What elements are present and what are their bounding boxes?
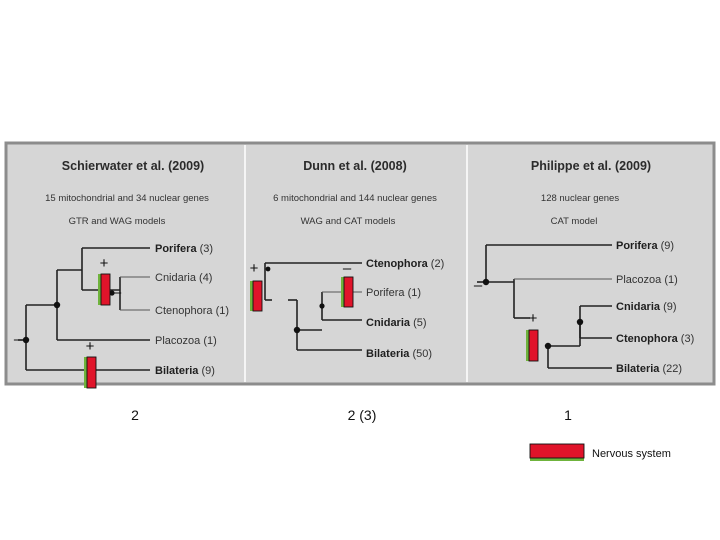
nervous-system-bar bbox=[84, 356, 97, 389]
panel-title: Schierwater et al. (2009) bbox=[62, 159, 204, 173]
tree-philippe bbox=[477, 244, 612, 369]
taxon-label: Ctenophora (3) bbox=[616, 333, 694, 345]
loss-sign: – bbox=[343, 260, 352, 277]
loss-sign: – bbox=[14, 331, 23, 348]
panel-genes: 6 mitochondrial and 144 nuclear genes bbox=[273, 193, 437, 204]
loss-sign: – bbox=[474, 277, 483, 294]
taxon-label: Cnidaria (5) bbox=[366, 317, 427, 329]
gain-sign: + bbox=[86, 338, 95, 355]
panel-genes: 128 nuclear genes bbox=[541, 193, 619, 204]
taxon-label: Ctenophora (2) bbox=[366, 258, 444, 270]
taxon-label: Cnidaria (9) bbox=[616, 301, 677, 313]
origin-count-schierwater: 2 bbox=[131, 407, 139, 423]
panel-models: CAT model bbox=[551, 216, 598, 227]
panel-title: Philippe et al. (2009) bbox=[531, 159, 651, 173]
origin-count-dunn: 2 (3) bbox=[348, 407, 377, 423]
taxon-label: Cnidaria (4) bbox=[155, 272, 212, 284]
nervous-system-bar bbox=[526, 329, 539, 362]
taxon-label: Ctenophora (1) bbox=[155, 305, 229, 317]
taxon-label: Bilateria (22) bbox=[616, 363, 682, 375]
taxon-label: Porifera (1) bbox=[366, 287, 421, 299]
taxon-label: Bilateria (50) bbox=[366, 348, 432, 360]
tree-dunn bbox=[264, 262, 362, 351]
taxon-label: Porifera (9) bbox=[616, 240, 674, 252]
panel-schierwater: Schierwater et al. (2009) 15 mitochondri… bbox=[14, 159, 229, 389]
legend: Nervous system bbox=[529, 443, 671, 461]
panel-philippe: Philippe et al. (2009) 128 nuclear genes… bbox=[474, 159, 694, 375]
nervous-system-bar bbox=[98, 273, 111, 306]
panel-title: Dunn et al. (2008) bbox=[303, 159, 407, 173]
panel-genes: 15 mitochondrial and 34 nuclear genes bbox=[45, 193, 209, 204]
tree-schierwater bbox=[18, 247, 150, 371]
nervous-system-bar bbox=[341, 276, 354, 308]
taxon-label: Placozoa (1) bbox=[616, 274, 678, 286]
loss-sign: – bbox=[113, 284, 122, 301]
taxon-label: Bilateria (9) bbox=[155, 365, 215, 377]
panel-models: WAG and CAT models bbox=[301, 216, 396, 227]
origin-count-philippe: 1 bbox=[564, 407, 572, 423]
legend-label: Nervous system bbox=[592, 448, 671, 460]
gain-sign: + bbox=[250, 260, 259, 277]
gain-sign: + bbox=[100, 255, 109, 272]
panel-models: GTR and WAG models bbox=[69, 216, 166, 227]
taxon-label: Placozoa (1) bbox=[155, 335, 217, 347]
nervous-system-bar bbox=[250, 280, 263, 312]
gain-sign: + bbox=[529, 310, 538, 327]
panel-dunn: Dunn et al. (2008) 6 mitochondrial and 1… bbox=[250, 159, 445, 360]
legend-bar bbox=[529, 443, 585, 461]
taxon-label: Porifera (3) bbox=[155, 243, 213, 255]
